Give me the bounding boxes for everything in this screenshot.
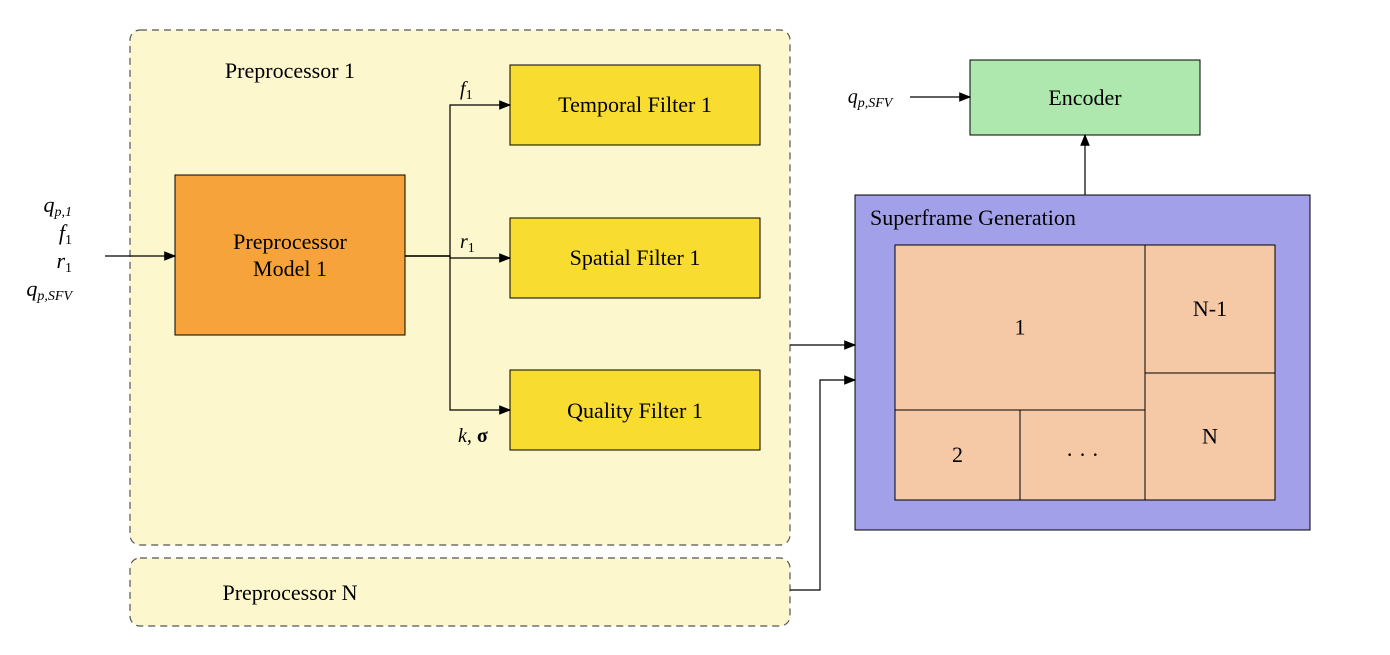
edge-label-qpsfv: qp,SFV bbox=[848, 86, 894, 111]
preprocessor-1-label: Preprocessor 1 bbox=[225, 58, 355, 83]
input-var-2: r1 bbox=[56, 248, 72, 276]
superframe-title: Superframe Generation bbox=[870, 205, 1076, 230]
input-var-0: qp,1 bbox=[44, 192, 73, 220]
tile-2-label: 2 bbox=[952, 442, 963, 467]
preprocessor-model-label-2: Model 1 bbox=[253, 256, 327, 281]
tile-nm1-label: N-1 bbox=[1193, 296, 1227, 321]
encoder-label: Encoder bbox=[1048, 85, 1122, 110]
spatial-filter-label: Spatial Filter 1 bbox=[570, 245, 701, 270]
quality-filter-label: Quality Filter 1 bbox=[567, 398, 703, 423]
preprocessor-n-label: Preprocessor N bbox=[222, 580, 357, 605]
temporal-filter-label: Temporal Filter 1 bbox=[558, 92, 712, 117]
edge-label-ksigma: k, σ bbox=[458, 425, 488, 447]
input-var-1: f1 bbox=[59, 220, 72, 248]
arrow-preprocn-to-superframe bbox=[790, 380, 855, 590]
preprocessor-model-box bbox=[175, 175, 405, 335]
input-var-3: qp,SFV bbox=[26, 276, 73, 304]
tile-dots-label: · · · bbox=[1066, 442, 1099, 467]
tile-n-label: N bbox=[1202, 424, 1218, 449]
preprocessor-model-label-1: Preprocessor bbox=[233, 229, 347, 254]
tile-1-label: 1 bbox=[1015, 315, 1026, 340]
